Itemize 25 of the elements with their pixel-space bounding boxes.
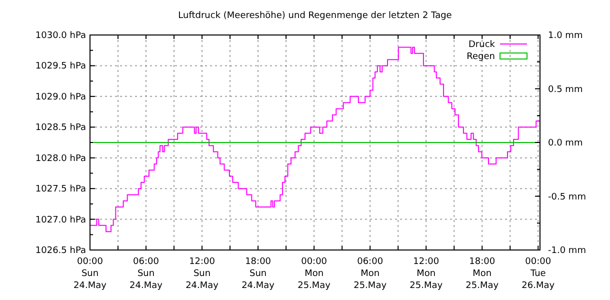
x-tick-label: 00:00 Mon 25.May: [298, 257, 332, 291]
y-tick-label: 1026.5 hPa: [35, 246, 86, 256]
chart-title: Luftdruck (Meereshöhe) und Regenmenge der letzten 2 Tage: [178, 11, 452, 21]
y2-tick-label: -0.5 mm: [548, 192, 586, 202]
y2-tick-label: 0.0 mm: [548, 138, 583, 148]
x-tick-label: 18:00 Mon 25.May: [466, 257, 500, 291]
legend-label: Regen: [466, 52, 495, 62]
y-tick-label: 1027.5 hPa: [35, 184, 86, 195]
legend-label: Druck: [468, 40, 496, 50]
y-tick-label: 1029.0 hPa: [35, 92, 86, 102]
y-tick-label: 1030.0 hPa: [35, 31, 86, 41]
x-tick-label: 06:00 Sun 24.May: [130, 257, 164, 291]
x-tick-label: 12:00 Mon 25.May: [410, 257, 444, 291]
y2-tick-label: 0.5 mm: [548, 84, 583, 95]
y-tick-label: 1028.5 hPa: [35, 123, 86, 134]
x-tick-label: 18:00 Sun 24.May: [242, 257, 276, 291]
y2-tick-label: 1.0 mm: [548, 31, 583, 41]
y-tick-label: 1028.0 hPa: [35, 154, 86, 164]
x-tick-label: 12:00 Sun 24.May: [186, 257, 220, 291]
y2-tick-label: -1.0 mm: [548, 246, 586, 256]
y-tick-label: 1027.0 hPa: [35, 215, 86, 226]
x-tick-label: 00:00 Sun 24.May: [74, 257, 108, 291]
y-tick-label: 1029.5 hPa: [35, 62, 86, 72]
x-tick-label: 06:00 Mon 25.May: [354, 257, 388, 291]
x-tick-label: 00:00 Tue 26.May: [522, 257, 556, 291]
